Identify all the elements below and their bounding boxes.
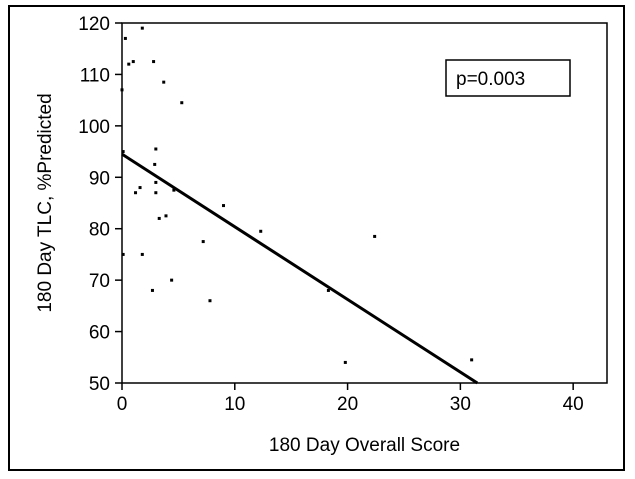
- x-tick-label: 20: [337, 394, 358, 415]
- data-point: [121, 150, 125, 154]
- data-point: [208, 299, 212, 303]
- data-point: [172, 188, 176, 192]
- y-tick-label: 60: [89, 323, 110, 344]
- p-value-box: [445, 59, 571, 97]
- x-tick-label: 0: [117, 394, 128, 415]
- data-point: [164, 214, 168, 218]
- x-tick-label: 40: [563, 394, 584, 415]
- data-point: [154, 191, 158, 195]
- data-point: [127, 62, 131, 66]
- data-point: [180, 101, 184, 105]
- y-tick-label: 50: [89, 374, 110, 395]
- data-point: [140, 252, 144, 256]
- data-point: [259, 229, 263, 233]
- data-point: [123, 36, 127, 40]
- x-tick-label: 10: [224, 394, 245, 415]
- x-axis-label: 180 Day Overall Score: [269, 435, 460, 456]
- chart-frame: 50 60 70 80 90 100 110 120 0 10 20 30 40 p=0.003 18…: [8, 5, 625, 471]
- p-value-label: p=0.003: [456, 69, 525, 90]
- y-axis-ticks: 50 60 70 80 90 100 110 120: [78, 14, 122, 395]
- data-points: [120, 26, 474, 364]
- data-point: [170, 278, 174, 282]
- y-tick-label: 110: [80, 65, 110, 86]
- data-point: [343, 360, 347, 364]
- scatter-chart: 50 60 70 80 90 100 110 120 0 10 20 30 40 p=0.003 18…: [35, 14, 608, 456]
- data-point: [120, 88, 124, 92]
- data-point: [138, 186, 142, 190]
- regression-line: [121, 152, 479, 385]
- data-point: [162, 80, 166, 84]
- x-axis-ticks: 0 10 20 30 40: [117, 383, 584, 415]
- data-point: [152, 60, 156, 64]
- data-point: [157, 216, 161, 220]
- y-axis-label: 180 Day TLC, %Predicted: [35, 93, 56, 312]
- y-tick-label: 80: [89, 220, 110, 241]
- plot-area: [121, 22, 608, 384]
- y-tick-label: 90: [89, 168, 110, 189]
- y-tick-label: 70: [89, 271, 110, 292]
- data-point: [154, 147, 158, 151]
- plot-border: [121, 22, 608, 384]
- data-point: [153, 162, 157, 166]
- data-point: [222, 204, 226, 208]
- y-tick-label: 120: [78, 14, 110, 35]
- data-point: [201, 240, 205, 244]
- data-point: [131, 60, 135, 64]
- data-point: [470, 358, 474, 362]
- x-tick-label: 30: [450, 394, 471, 415]
- data-point: [121, 252, 125, 256]
- data-point: [326, 288, 330, 292]
- data-point: [154, 180, 158, 184]
- data-point: [134, 191, 138, 195]
- y-tick-label: 100: [78, 117, 110, 138]
- data-point: [140, 26, 144, 30]
- data-point: [150, 288, 154, 292]
- data-point: [373, 234, 377, 238]
